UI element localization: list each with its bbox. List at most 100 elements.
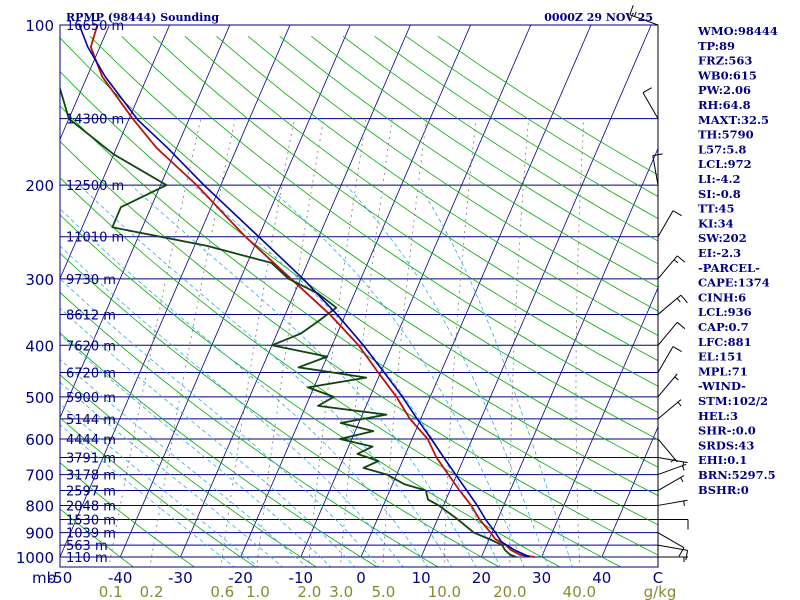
temperature-tick-label: 0: [356, 569, 366, 587]
mixing-ratio-label: 0.6: [210, 583, 234, 600]
isotherm-line: [300, 25, 532, 558]
height-label: 1530 m: [66, 513, 116, 528]
wind-barb: [657, 475, 685, 491]
height-label: 1039 m: [66, 527, 116, 542]
stability-index-item: RH:64.8: [698, 98, 751, 112]
moist-adiabat-line: [60, 334, 332, 567]
height-label: 11010 m: [66, 231, 124, 246]
wind-barb-flag: [672, 346, 682, 352]
wind-barb-flag: [680, 294, 688, 304]
height-label: 563 m: [66, 539, 108, 554]
pressure-tick-label: 800: [25, 497, 54, 515]
isotherm-line: [360, 25, 592, 558]
stability-indices-panel: WMO:98444TP:89FRZ:563WB0:615PW:2.06RH:64…: [697, 24, 778, 497]
mixing-ratio-label: 3.0: [329, 583, 353, 600]
stability-index-item: EL:151: [698, 350, 743, 364]
wind-barb: [657, 321, 686, 346]
wind-barb-flag: [676, 321, 686, 330]
wind-barb-half-flag: [680, 477, 684, 483]
stability-index-item: SHR-:0.0: [698, 424, 756, 438]
wind-barb-staff: [657, 321, 678, 346]
stability-index-item: SW:202: [698, 231, 747, 245]
pressure-tick-label: 900: [25, 525, 54, 543]
stability-index-item: WMO:98444: [697, 24, 778, 38]
stability-index-item: CAP:0.7: [698, 320, 749, 334]
stability-index-item: BSHR:0: [698, 483, 749, 497]
wind-barb-half-flag: [677, 401, 682, 407]
stability-index-item: PW:2.06: [698, 83, 751, 97]
wind-barb-staff: [652, 155, 659, 186]
wind-barb: [657, 294, 688, 315]
pressure-tick-label: 600: [25, 431, 54, 449]
moist-adiabat-line: [418, 184, 573, 567]
pressure-tick-label: 700: [25, 467, 54, 485]
sounding-traces: [60, 25, 535, 558]
moist-adiabat-line: [79, 184, 453, 567]
height-label: 110 m: [66, 551, 108, 566]
stability-index-item: CINH:6: [698, 290, 746, 304]
moist-adiabat-line: [60, 381, 283, 567]
wind-barb: [657, 255, 686, 280]
pressure-tick-label: 1000: [16, 549, 54, 567]
wind-barb-staff: [657, 463, 687, 476]
isotherm-line: [180, 25, 411, 558]
isotherm-line: [60, 25, 231, 419]
mixing-ratio-line: [149, 118, 236, 567]
wind-barb: [642, 87, 659, 119]
wind-barb-staff: [657, 373, 678, 398]
height-label: 6720 m: [66, 367, 116, 382]
wind-barb-flag: [685, 550, 689, 561]
temperature-tick-label: -40: [108, 569, 133, 587]
wind-barb-half-flag: [673, 259, 679, 264]
wind-barb-flag: [629, 5, 634, 15]
wind-barbs: [629, 5, 689, 562]
height-label: 9730 m: [66, 273, 116, 288]
height-label: 2048 m: [66, 499, 116, 514]
wind-barb-flag: [678, 547, 685, 557]
mixing-ratio-label: 1.0: [246, 583, 270, 600]
stability-index-item: WB0:615: [697, 68, 757, 82]
temperature-tick-label: -50: [48, 569, 73, 587]
stability-index-item: BRN:5297.5: [698, 468, 776, 482]
dry-adiabat-line: [247, 35, 658, 312]
temperature-tick-label: -10: [289, 569, 314, 587]
wind-barb-half-flag: [683, 500, 685, 506]
wind-barb: [658, 518, 689, 530]
stability-index-item: -PARCEL-: [698, 261, 760, 275]
mixing-ratio-label: 5.0: [371, 583, 395, 600]
pressure-tick-label: 200: [25, 177, 54, 195]
stability-index-item: LI:-4.2: [698, 172, 741, 186]
height-label: 3791 m: [66, 451, 116, 466]
wind-barb: [652, 153, 663, 186]
pressure-unit-label: mb: [32, 569, 56, 587]
temperature-tick-label: 30: [532, 569, 551, 587]
temperature-tick-label: 40: [592, 569, 611, 587]
isotherm-line: [60, 25, 291, 558]
pressure-tick-label: 500: [25, 389, 54, 407]
mixing-ratio-line: [509, 118, 529, 567]
isotherm-line: [240, 25, 471, 558]
wind-barb-half-flag: [682, 461, 685, 467]
wind-barb: [657, 346, 682, 373]
moist-adiabat-line: [60, 403, 259, 567]
dry-adiabat-line: [60, 332, 378, 567]
mixing-ratio-line: [108, 118, 202, 567]
wind-barb-staff: [657, 210, 674, 237]
isotherm-line: [420, 25, 652, 558]
mixing-ratio-label: 0.2: [140, 583, 164, 600]
dry-adiabat-line: [60, 508, 134, 567]
stability-index-item: EHI:0.1: [698, 453, 747, 467]
wind-barb-half-flag: [670, 458, 676, 463]
isotherm-line: [60, 25, 170, 280]
pressure-tick-label: 300: [25, 271, 54, 289]
height-label: 5900 m: [66, 391, 116, 406]
height-label: 14300 m: [66, 113, 124, 128]
dry-adiabat-line: [311, 35, 658, 265]
wind-barb-flag: [652, 153, 663, 157]
dry-adiabat-line: [60, 462, 195, 567]
stability-index-item: KI:34: [698, 216, 734, 230]
wind-barb-flag: [672, 210, 682, 217]
station-title: RPMP (98444) Sounding: [66, 11, 219, 24]
